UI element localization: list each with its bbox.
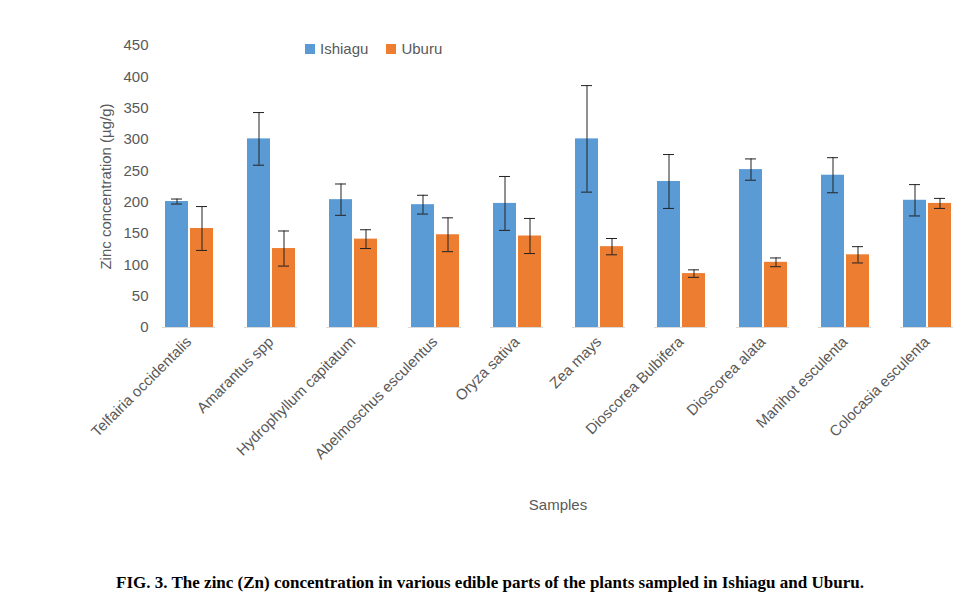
svg-text:Zinc concentration (µg/g): Zinc concentration (µg/g) — [97, 103, 114, 269]
svg-text:Colocasia esculenta: Colocasia esculenta — [826, 332, 933, 439]
html-text:FIG. 3. The zinc (Zn) concentr: FIG. 3. The zinc (Zn) concentration in v… — [116, 573, 864, 592]
svg-text:350: 350 — [123, 99, 148, 116]
svg-text:50: 50 — [132, 287, 149, 304]
svg-text:150: 150 — [123, 224, 148, 241]
svg-text:250: 250 — [123, 162, 148, 179]
svg-text:Oryza sativa: Oryza sativa — [452, 332, 523, 403]
svg-text:Manihot esculenta: Manihot esculenta — [752, 332, 851, 431]
svg-text:Telfairia occidentalis: Telfairia occidentalis — [88, 333, 195, 440]
svg-text:200: 200 — [123, 193, 148, 210]
svg-text:Dioscorea alata: Dioscorea alata — [683, 332, 769, 418]
svg-text:Amarantus spp: Amarantus spp — [193, 333, 276, 416]
html-text:Ishiagu: Ishiagu — [320, 40, 369, 57]
svg-text:300: 300 — [123, 130, 148, 147]
svg-text:Hydrophyllum capitatum: Hydrophyllum capitatum — [232, 332, 359, 459]
svg-text:Abelmoschus esculentus: Abelmoschus esculentus — [311, 333, 440, 462]
html-text:Uburu: Uburu — [401, 40, 443, 57]
svg-text:Zea mays: Zea mays — [546, 333, 605, 392]
svg-text:Samples: Samples — [529, 496, 587, 513]
svg-text:0: 0 — [140, 318, 148, 335]
svg-text:450: 450 — [123, 36, 148, 53]
svg-text:100: 100 — [123, 256, 148, 273]
svg-text:Dioscorea Bulbifera: Dioscorea Bulbifera — [582, 332, 687, 437]
svg-text:400: 400 — [123, 68, 148, 85]
